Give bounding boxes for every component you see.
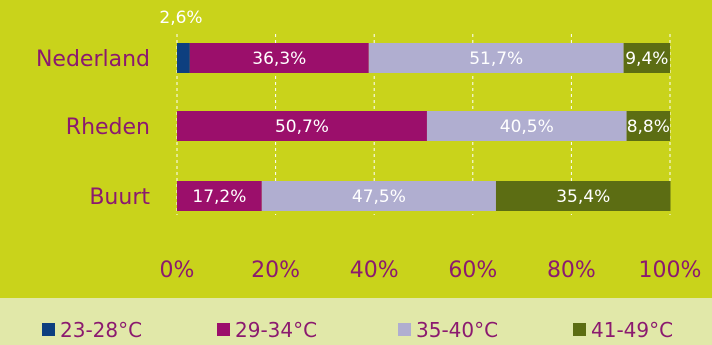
legend-swatch bbox=[398, 323, 411, 336]
legend-swatch bbox=[573, 323, 586, 336]
legend-label: 23-28°C bbox=[60, 318, 142, 342]
bar-segment bbox=[261, 181, 496, 211]
legend-swatch bbox=[217, 323, 230, 336]
data-labels: 2,6% 36,3% 51,7% 9,4% 50,7% 40,5% 8,8% 17,2% 47,… bbox=[159, 8, 670, 207]
x-tick-label: 80% bbox=[547, 258, 596, 283]
data-label: 51,7% bbox=[469, 49, 523, 69]
bar-segment bbox=[623, 43, 670, 73]
x-tick-label: 0% bbox=[160, 258, 195, 283]
data-label: 40,5% bbox=[500, 117, 554, 137]
category-label: Nederland bbox=[36, 47, 150, 72]
data-label: 47,5% bbox=[352, 187, 406, 207]
x-tick-label: 20% bbox=[251, 258, 300, 283]
data-label: 17,2% bbox=[192, 187, 246, 207]
legend-background bbox=[0, 298, 712, 345]
bar-segment bbox=[495, 181, 671, 211]
legend-label: 35-40°C bbox=[416, 318, 498, 342]
category-label: Rheden bbox=[66, 115, 150, 140]
x-tick-label: 40% bbox=[350, 258, 399, 283]
category-label: Buurt bbox=[89, 185, 150, 210]
data-label: 50,7% bbox=[275, 117, 329, 137]
data-label: 36,3% bbox=[252, 49, 306, 69]
legend-swatch bbox=[42, 323, 55, 336]
x-tick-label: 60% bbox=[448, 258, 497, 283]
data-label: 35,4% bbox=[556, 187, 610, 207]
data-label: 2,6% bbox=[159, 8, 202, 28]
x-tick-labels: 0% 20% 40% 60% 80% 100% bbox=[160, 258, 702, 283]
bar-segment bbox=[426, 111, 627, 141]
legend-label: 41-49°C bbox=[591, 318, 673, 342]
bar-segment bbox=[177, 111, 427, 141]
bars bbox=[177, 43, 671, 211]
legend: 23-28°C 29-34°C 35-40°C 41-49°C bbox=[42, 318, 673, 342]
bar-segment bbox=[368, 43, 624, 73]
category-labels: Nederland Rheden Buurt bbox=[36, 47, 150, 210]
legend-label: 29-34°C bbox=[235, 318, 317, 342]
data-label: 8,8% bbox=[627, 117, 670, 137]
bar-segment bbox=[177, 181, 262, 211]
bar-segment bbox=[626, 111, 670, 141]
bar-segment bbox=[189, 43, 369, 73]
x-tick-label: 100% bbox=[639, 258, 702, 283]
data-label: 9,4% bbox=[625, 49, 668, 69]
bar-segment bbox=[177, 43, 190, 73]
